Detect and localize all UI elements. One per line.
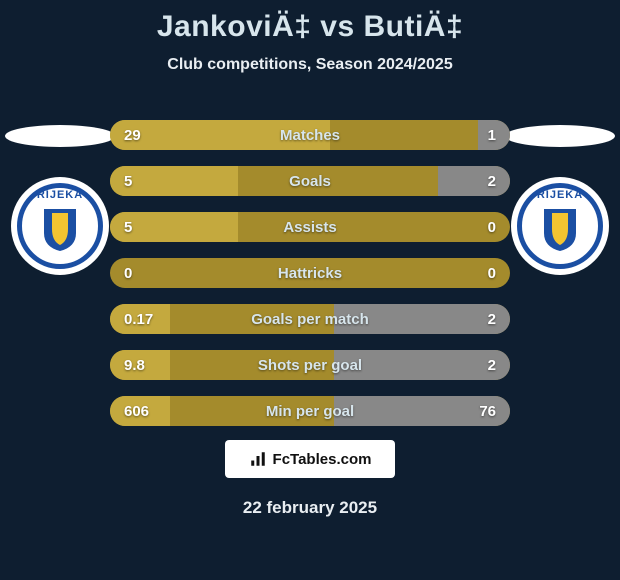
stat-row: 50Assists [110, 212, 510, 242]
footer-logo[interactable]: FcTables.com [225, 440, 395, 478]
chart-icon [249, 450, 267, 468]
club-badge-right-text: RIJEKA [511, 189, 609, 201]
stats-container: 291Matches 52Goals 50Assists 00Hattricks 0.1… [110, 120, 510, 442]
stat-row: 52Goals [110, 166, 510, 196]
player-right-column: RIJEKA [505, 125, 615, 275]
content: JankoviÄ‡ vs ButiÄ‡ Club competitions, S… [0, 0, 620, 580]
footer-logo-text: FcTables.com [273, 451, 372, 468]
page-title: JankoviÄ‡ vs ButiÄ‡ [0, 0, 620, 44]
club-badge-left-shield [42, 207, 78, 251]
stat-label: Goals per match [110, 304, 510, 334]
player-left-column: RIJEKA [5, 125, 115, 275]
stat-label: Shots per goal [110, 350, 510, 380]
stat-label: Matches [110, 120, 510, 150]
club-badge-right: RIJEKA [511, 177, 609, 275]
club-badge-left: RIJEKA [11, 177, 109, 275]
footer-date: 22 february 2025 [0, 498, 620, 518]
club-badge-left-text: RIJEKA [11, 189, 109, 201]
stat-label: Assists [110, 212, 510, 242]
stat-row: 0.172Goals per match [110, 304, 510, 334]
player-left-ellipse [5, 125, 115, 147]
stat-label: Min per goal [110, 396, 510, 426]
stat-label: Hattricks [110, 258, 510, 288]
club-badge-right-shield [542, 207, 578, 251]
stat-row: 00Hattricks [110, 258, 510, 288]
player-right-ellipse [505, 125, 615, 147]
subtitle: Club competitions, Season 2024/2025 [0, 56, 620, 74]
stat-label: Goals [110, 166, 510, 196]
stat-row: 291Matches [110, 120, 510, 150]
stat-row: 60676Min per goal [110, 396, 510, 426]
stat-row: 9.82Shots per goal [110, 350, 510, 380]
